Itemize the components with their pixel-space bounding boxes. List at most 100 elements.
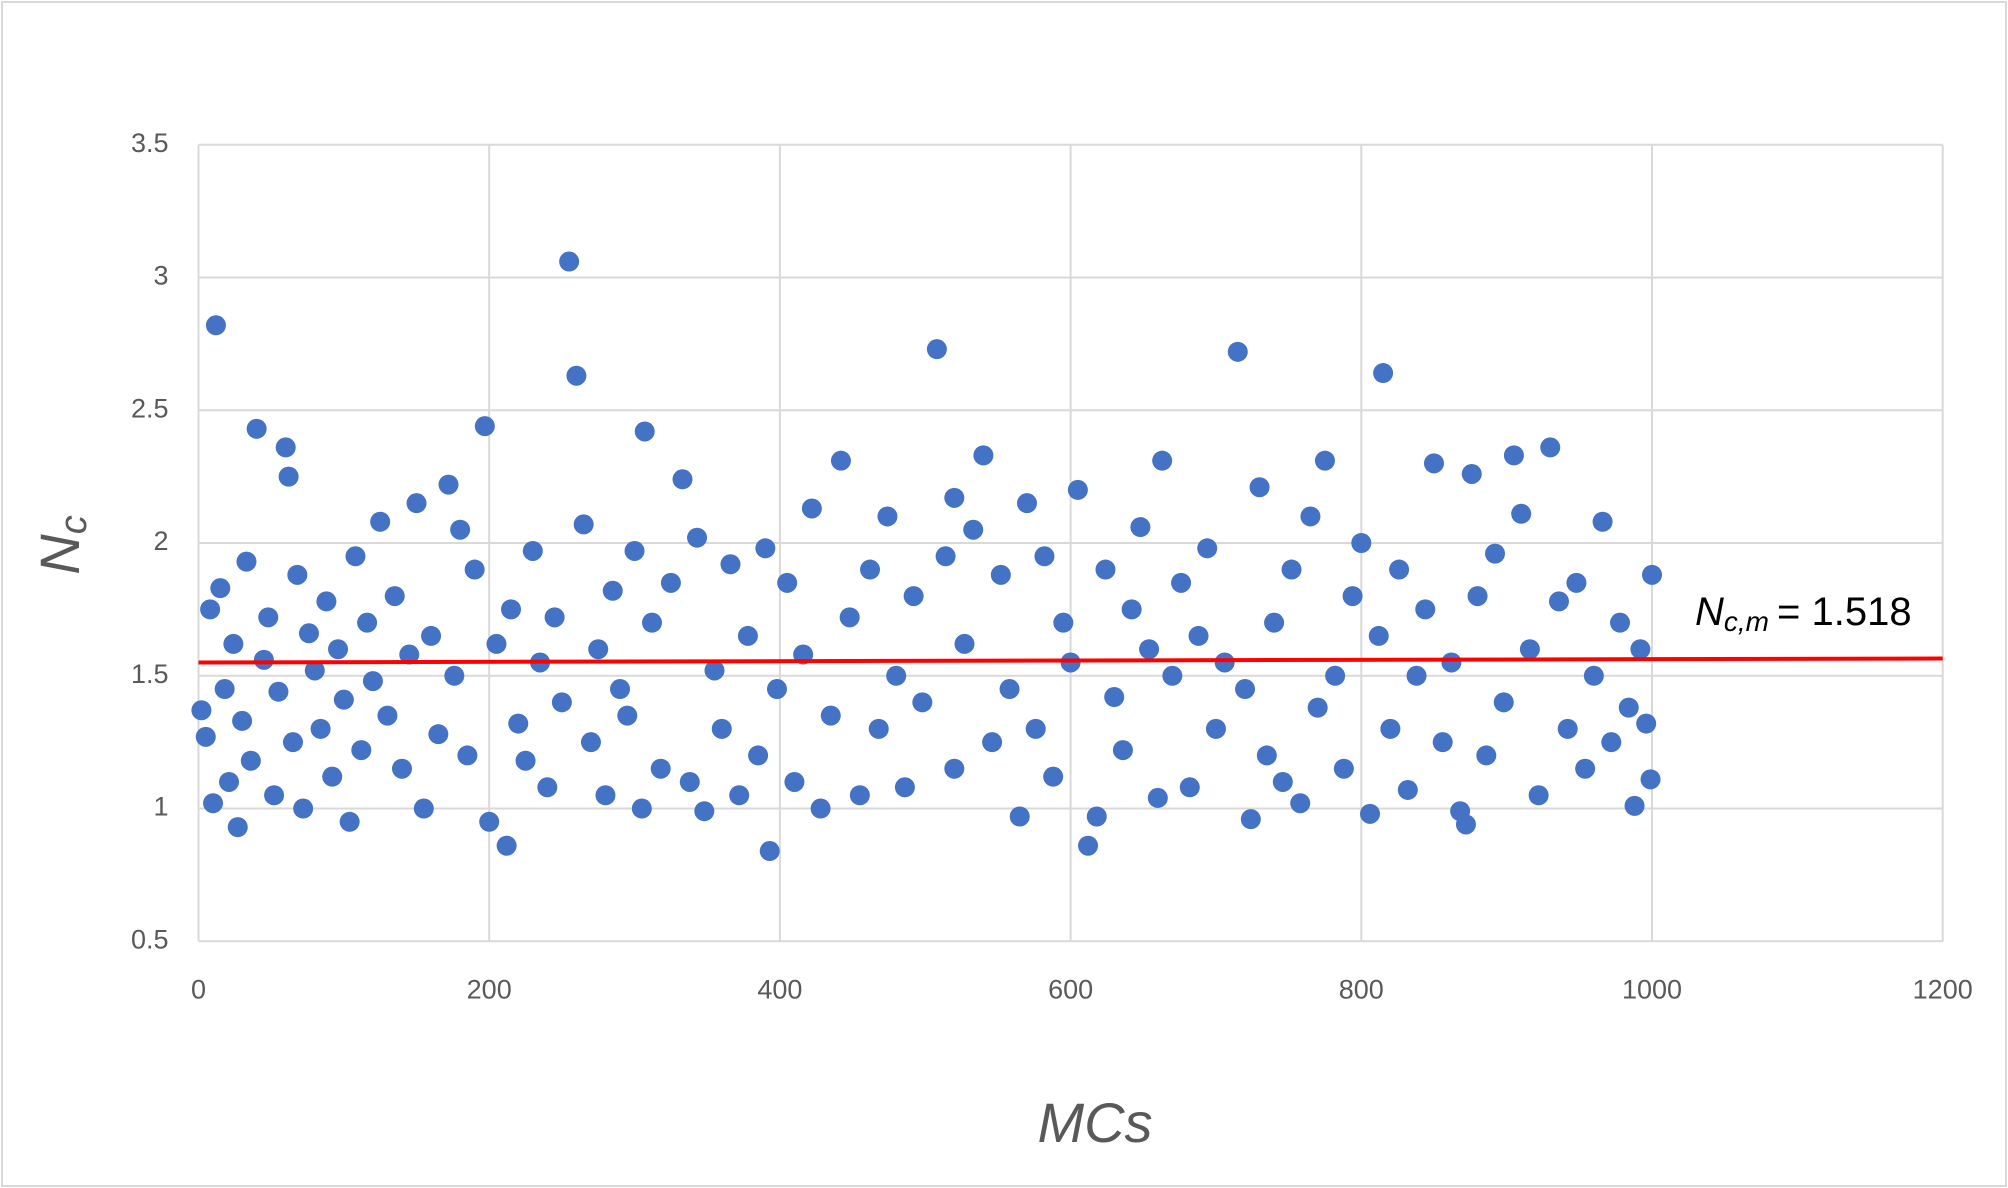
data-point	[316, 591, 337, 612]
data-point	[1511, 503, 1532, 524]
data-point	[1415, 599, 1436, 620]
data-point	[328, 639, 349, 660]
data-point	[1104, 687, 1125, 708]
y-tick-label: 3.5	[131, 128, 169, 158]
data-point	[1476, 745, 1497, 766]
data-point	[246, 418, 267, 439]
data-point	[1601, 732, 1622, 753]
data-point	[421, 625, 442, 646]
y-tick-label: 3	[153, 261, 168, 291]
data-point	[1351, 533, 1372, 553]
data-point	[1630, 639, 1651, 660]
data-point	[1423, 453, 1444, 474]
data-point	[839, 607, 860, 628]
data-point	[617, 705, 638, 726]
data-point	[1121, 599, 1142, 620]
x-tick-label: 1000	[1622, 974, 1682, 1004]
data-point	[544, 607, 565, 628]
marks	[191, 251, 1943, 862]
data-point	[1139, 639, 1160, 660]
data-point	[894, 777, 915, 798]
data-point	[1432, 732, 1453, 753]
data-point	[1256, 745, 1277, 766]
data-point	[1566, 572, 1587, 593]
data-point	[1467, 586, 1488, 607]
data-point	[624, 540, 645, 561]
data-point	[759, 841, 780, 862]
data-point	[322, 766, 343, 787]
y-title-main: N	[28, 534, 91, 575]
data-point	[1624, 795, 1645, 816]
annotation-value: = 1.518	[1777, 590, 1912, 634]
data-point	[877, 506, 898, 527]
data-point	[1314, 450, 1335, 471]
data-point	[1592, 511, 1613, 532]
data-point	[236, 551, 257, 572]
data-point	[345, 546, 366, 567]
data-point	[1461, 463, 1482, 484]
data-point	[278, 466, 299, 487]
data-point	[384, 586, 405, 607]
data-point	[258, 607, 279, 628]
data-point	[1325, 665, 1346, 686]
data-point	[1290, 793, 1311, 814]
data-point	[450, 519, 471, 540]
data-point	[963, 519, 984, 540]
data-point	[293, 798, 314, 819]
data-point	[1188, 625, 1209, 646]
data-point	[1307, 697, 1328, 718]
data-point	[720, 554, 741, 575]
data-point	[954, 633, 975, 654]
data-point	[362, 671, 383, 692]
data-point	[830, 450, 851, 471]
data-point	[1441, 652, 1462, 673]
data-point	[602, 580, 623, 601]
y-axis-title: Nc	[28, 515, 95, 574]
data-point	[820, 705, 841, 726]
data-point	[1455, 814, 1476, 835]
data-point	[737, 625, 758, 646]
data-point	[1205, 718, 1226, 739]
data-point	[200, 599, 221, 620]
data-point	[1053, 612, 1074, 633]
data-point	[1009, 806, 1030, 827]
data-point	[537, 777, 558, 798]
data-point	[339, 811, 360, 832]
data-point	[973, 445, 994, 466]
data-point	[672, 469, 693, 490]
data-point	[903, 586, 924, 607]
data-point	[1636, 713, 1657, 734]
data-point	[479, 811, 500, 832]
data-point	[232, 710, 253, 731]
annotation-sub: c,m	[1724, 606, 1769, 637]
data-point	[1235, 679, 1256, 700]
data-point	[926, 339, 947, 360]
data-point	[205, 315, 226, 336]
x-axis-title: MCs	[1037, 1091, 1152, 1154]
data-point	[298, 623, 319, 644]
data-point	[268, 681, 289, 702]
data-point	[944, 758, 965, 779]
data-point	[1095, 559, 1116, 580]
data-point	[912, 692, 933, 713]
data-point	[694, 801, 715, 822]
data-point	[1485, 543, 1506, 564]
data-point	[1264, 612, 1285, 633]
data-point	[391, 758, 412, 779]
data-point	[1342, 586, 1363, 607]
data-point	[1373, 363, 1394, 384]
data-point	[223, 633, 244, 654]
data-point	[486, 633, 507, 654]
data-point	[660, 572, 681, 593]
data-point	[755, 538, 776, 559]
x-tick-label: 1200	[1913, 974, 1973, 1004]
y-tick-label: 2	[153, 526, 168, 556]
data-point	[868, 718, 889, 739]
data-point	[195, 726, 216, 747]
data-point	[1112, 740, 1133, 761]
data-point	[982, 732, 1003, 753]
data-point	[351, 740, 372, 761]
data-point	[573, 514, 594, 535]
data-point	[438, 474, 459, 495]
data-point	[650, 758, 671, 779]
